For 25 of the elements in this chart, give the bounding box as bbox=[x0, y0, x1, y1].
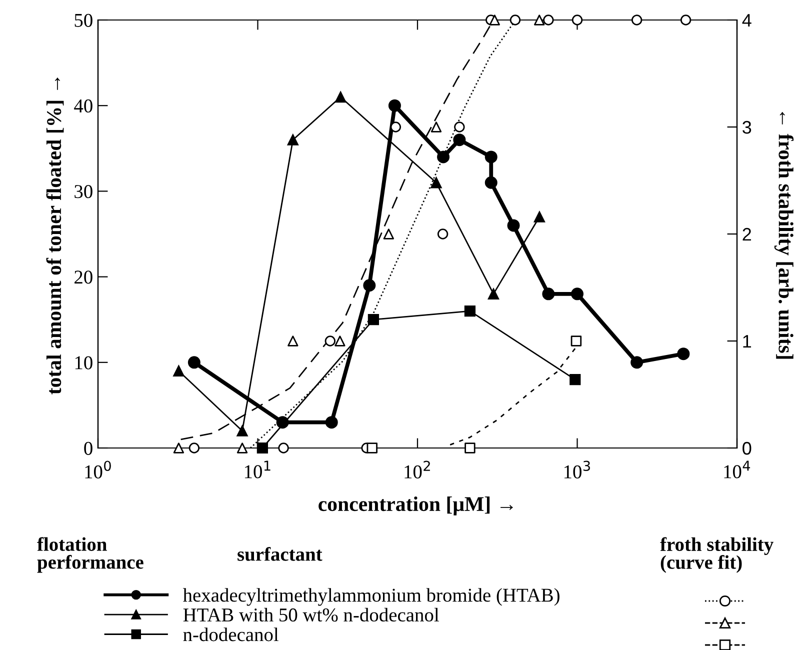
legend-label: n-dodecanol bbox=[183, 628, 278, 642]
x-tick-label: 10$^{3}$ bbox=[564, 460, 590, 478]
y-tick-label: 30 bbox=[74, 185, 92, 198]
x-tick-label: 10$^{1}$ bbox=[244, 460, 270, 478]
legend-label: hexadecyltrimethylammonium bromide (HTAB) bbox=[182, 588, 560, 606]
x-tick-label: 10$^{2}$ bbox=[404, 460, 430, 478]
y2-tick-label: 4 bbox=[742, 14, 752, 27]
y-tick-label: 50 bbox=[74, 14, 92, 27]
y-tick-label: 10 bbox=[75, 356, 92, 370]
text: surfactant bbox=[238, 546, 322, 561]
text: flotation performance bbox=[37, 537, 144, 573]
y2-tick-label: 1 bbox=[743, 335, 752, 348]
text: froth stability (curve fit) bbox=[660, 537, 774, 573]
y-tick-label: 40 bbox=[74, 99, 92, 113]
legend-label: HTAB with 50 wt% n-dodecanol bbox=[183, 608, 439, 622]
x-tick-label: 10$^{0}$ bbox=[85, 460, 111, 478]
y2-tick-label: 3 bbox=[742, 120, 752, 134]
x-axis-title: concentration [μM] → bbox=[318, 496, 513, 516]
y2-tick-label: 2 bbox=[742, 228, 751, 241]
y-tick-label: 20 bbox=[74, 270, 92, 284]
y-tick-label: 0 bbox=[84, 442, 92, 455]
y2-axis-title: ← froth stability [arb. units] bbox=[774, 112, 794, 359]
y2-tick-label: 0 bbox=[742, 442, 752, 455]
x-tick-label: 10$^{4}$ bbox=[724, 460, 750, 478]
y-axis-title: total amount of toner floated [%] → bbox=[46, 78, 64, 394]
